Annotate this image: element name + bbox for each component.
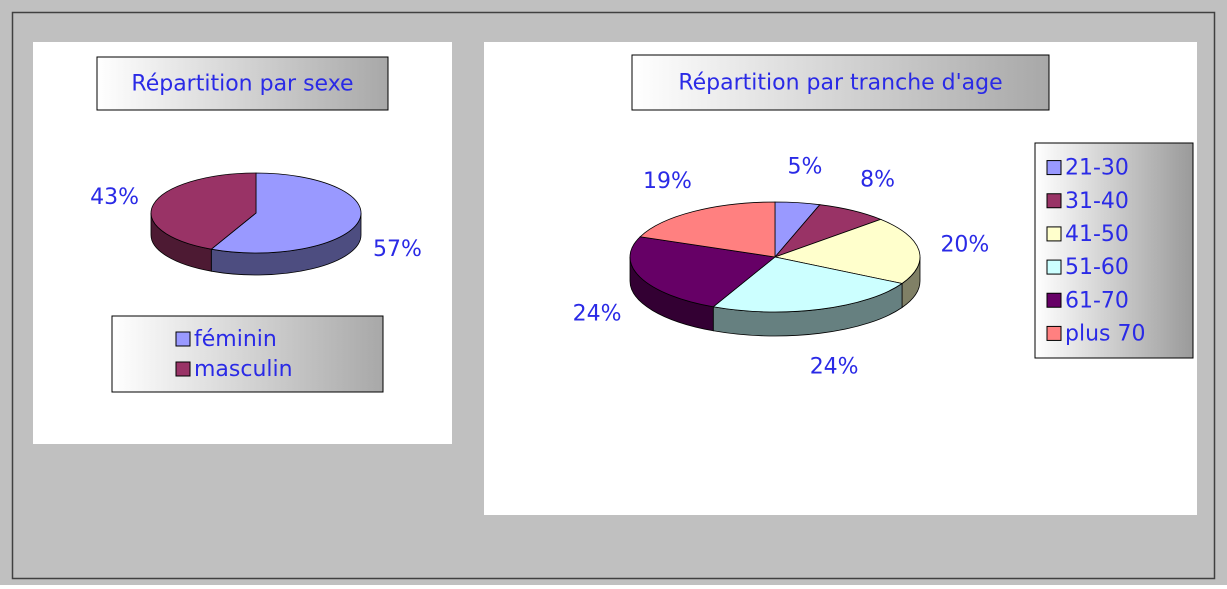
legend-label: 61-70	[1065, 288, 1129, 313]
legend-swatch	[175, 361, 191, 377]
data-label: 8%	[860, 167, 895, 192]
legend-swatch	[1046, 226, 1062, 242]
legend-swatch	[175, 331, 191, 347]
chart-title: Répartition par sexe	[131, 72, 353, 97]
legend-swatch	[1046, 259, 1062, 275]
legend-box	[1034, 142, 1194, 359]
data-label: 24%	[573, 301, 622, 326]
data-label: 57%	[373, 237, 422, 262]
data-label: 43%	[90, 185, 139, 210]
frame	[11, 11, 1216, 580]
legend-label: 51-60	[1065, 255, 1129, 280]
data-label: 20%	[940, 233, 989, 258]
data-label: 19%	[643, 169, 692, 194]
pie-slice	[210, 172, 362, 254]
legend-label: féminin	[194, 327, 277, 352]
legend-label: plus 70	[1065, 321, 1145, 346]
pie-slice	[629, 236, 776, 308]
legend-swatch	[1046, 325, 1062, 341]
legend-swatch	[1046, 292, 1062, 308]
chart-title: Répartition par tranche d'age	[678, 71, 1002, 96]
pie-slice	[639, 201, 776, 258]
legend-label: masculin	[194, 357, 293, 382]
title-box	[96, 56, 389, 111]
legend-swatch	[1046, 160, 1062, 176]
legend-label: 31-40	[1065, 189, 1129, 214]
data-label: 5%	[787, 154, 822, 179]
legend-box	[111, 315, 384, 393]
pie-slice	[773, 218, 921, 284]
data-label: 24%	[810, 354, 859, 379]
legend-label: 21-30	[1065, 156, 1129, 181]
pie-slice	[150, 172, 257, 250]
legend-label: 41-50	[1065, 222, 1129, 247]
title-box	[631, 54, 1050, 111]
pie-slice	[712, 256, 904, 313]
legend-swatch	[1046, 193, 1062, 209]
